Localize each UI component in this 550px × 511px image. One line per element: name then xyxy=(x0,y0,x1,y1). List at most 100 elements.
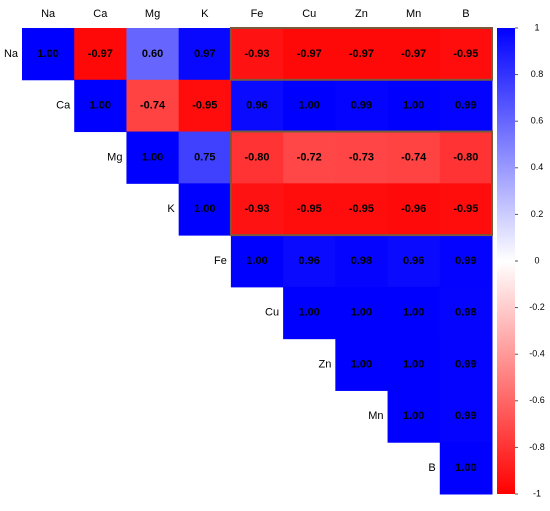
colorbar-tick-label: 0.4 xyxy=(531,162,544,172)
heatmap-cell xyxy=(283,79,336,133)
cell-label: 0.98 xyxy=(455,307,476,319)
row-label: Zn xyxy=(318,358,331,370)
cell-label: -0.96 xyxy=(401,203,426,215)
colorbar xyxy=(497,28,515,494)
cell-label: 1.00 xyxy=(37,48,58,60)
heatmap-cell xyxy=(439,183,493,236)
colorbar-tick-label: -0.4 xyxy=(529,349,545,359)
cell-label: 1.00 xyxy=(403,358,424,370)
heatmap-cell xyxy=(178,131,232,184)
heatmap-cell xyxy=(178,79,232,133)
heatmap-cell xyxy=(74,79,127,133)
cell-label: 0.96 xyxy=(299,255,320,267)
heatmap-cell xyxy=(178,28,232,81)
heatmap-cell xyxy=(439,286,493,340)
cell-label: 1.00 xyxy=(455,462,476,474)
heatmap-cell xyxy=(387,235,441,288)
cell-label: 0.96 xyxy=(403,255,424,267)
heatmap-cell xyxy=(283,286,336,340)
heatmap-cell xyxy=(74,28,127,81)
row-label: K xyxy=(167,203,175,215)
heatmap-cell xyxy=(439,442,493,495)
colorbar-tick-label: 0.8 xyxy=(531,69,544,79)
heatmap-cell xyxy=(230,79,284,133)
colorbar-tick-label: -0.6 xyxy=(529,395,545,405)
cell-label: 0.96 xyxy=(246,100,267,112)
cell-label: 1.00 xyxy=(90,100,111,112)
heatmap-cell xyxy=(283,131,336,184)
cell-label: 0.97 xyxy=(194,48,215,60)
row-label: B xyxy=(428,462,435,474)
heatmap-cell xyxy=(439,390,493,443)
cell-label: 1.00 xyxy=(403,100,424,112)
cell-label: 0.99 xyxy=(455,358,476,370)
cell-label: 1.00 xyxy=(299,307,320,319)
colorbar-tick-label: 0 xyxy=(534,255,539,265)
row-label: Mn xyxy=(368,410,383,422)
cell-label: -0.97 xyxy=(349,48,374,60)
column-label: Mn xyxy=(406,8,421,20)
heatmap-cell xyxy=(335,131,389,184)
cell-label: -0.97 xyxy=(88,48,113,60)
heatmap-cell xyxy=(387,390,441,443)
column-label: Na xyxy=(41,8,56,20)
heatmap-cell xyxy=(230,28,284,81)
highlight-box xyxy=(229,130,493,237)
cell-label: 0.75 xyxy=(194,151,215,163)
heatmap-cell xyxy=(230,131,284,184)
column-label: K xyxy=(201,8,209,20)
cell-label: -0.72 xyxy=(297,151,322,163)
colorbar-tick-label: 1 xyxy=(534,22,539,32)
heatmap-cell xyxy=(387,286,441,340)
cell-label: -0.73 xyxy=(349,151,374,163)
cell-label: 1.00 xyxy=(351,307,372,319)
cell-label: -0.95 xyxy=(453,48,478,60)
heatmap-cell xyxy=(126,131,180,184)
heatmap-cell xyxy=(283,28,336,81)
colorbar-tick-label: 0.6 xyxy=(531,116,544,126)
column-label: Fe xyxy=(251,8,264,20)
heatmap-cell xyxy=(178,183,232,236)
cell-label: -0.95 xyxy=(349,203,374,215)
heatmap-cell xyxy=(439,79,493,133)
cell-label: -0.97 xyxy=(401,48,426,60)
heatmap-cell xyxy=(126,28,180,81)
column-label: B xyxy=(462,8,469,20)
cell-label: 0.98 xyxy=(351,255,372,267)
colorbar-tick-label: -0.2 xyxy=(529,302,545,312)
colorbar-tick-label: -0.8 xyxy=(529,442,545,452)
cell-label: -0.97 xyxy=(297,48,322,60)
heatmap-cell xyxy=(335,28,389,81)
cell-label: -0.80 xyxy=(244,151,269,163)
cell-label: -0.93 xyxy=(244,203,269,215)
heatmap-cell xyxy=(439,338,493,391)
heatmap-cell xyxy=(335,79,389,133)
cell-label: -0.95 xyxy=(297,203,322,215)
cell-label: 0.99 xyxy=(351,100,372,112)
heatmap-cell xyxy=(387,131,441,184)
column-label: Ca xyxy=(93,8,108,20)
cell-label: -0.74 xyxy=(401,151,427,163)
heatmap-cell xyxy=(439,235,493,288)
column-label: Mg xyxy=(145,8,160,20)
row-label: Cu xyxy=(265,307,279,319)
heatmap-cell xyxy=(387,79,441,133)
heatmap-cell xyxy=(126,79,180,133)
cell-label: 1.00 xyxy=(142,151,163,163)
cell-label: -0.93 xyxy=(244,48,269,60)
cell-label: 0.60 xyxy=(142,48,163,60)
heatmap-cell xyxy=(335,183,389,236)
heatmap-cell xyxy=(335,338,389,391)
cell-label: 0.99 xyxy=(455,255,476,267)
colorbar-tick-label: 0.2 xyxy=(531,209,544,219)
heatmap-cell xyxy=(439,28,493,81)
heatmap-cell xyxy=(439,131,493,184)
row-label: Fe xyxy=(214,255,227,267)
cell-label: -0.74 xyxy=(140,100,166,112)
column-label: Zn xyxy=(355,8,368,20)
cell-label: 1.00 xyxy=(246,255,267,267)
row-label: Mg xyxy=(107,151,122,163)
heatmap-cell xyxy=(230,235,284,288)
heatmap-cell xyxy=(335,286,389,340)
